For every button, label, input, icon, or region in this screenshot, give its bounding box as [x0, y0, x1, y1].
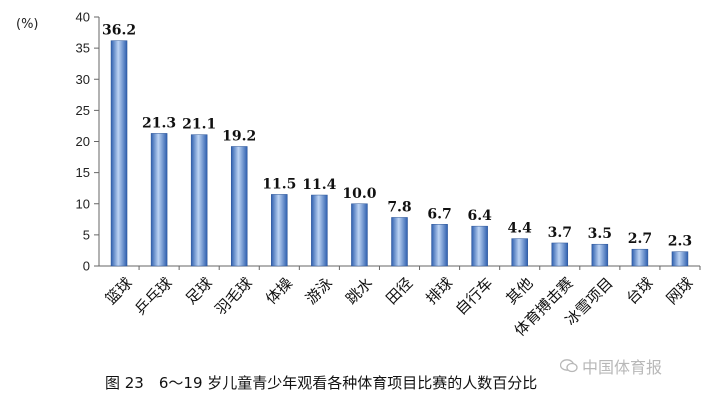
category-label: 网球 [663, 274, 697, 308]
bar [230, 146, 248, 267]
data-label: 3.7 [548, 225, 572, 241]
category-label: 足球 [182, 274, 216, 308]
category-label: 田径 [382, 274, 416, 308]
data-label: 11.5 [262, 176, 296, 192]
category-label: 跳水 [342, 274, 376, 308]
figure-caption: 图 23 6～19 岁儿童青少年观看各种体育项目比赛的人数百分比 [105, 374, 538, 392]
value-labels: 36.2 21.3 21.1 19.2 11.5 11.4 10.0 7.8 6.7 6.4 4.4… [102, 23, 692, 250]
y-tick-label: 15 [76, 165, 90, 180]
bar [631, 248, 649, 267]
data-label: 4.4 [508, 221, 533, 237]
bar [190, 134, 208, 267]
category-label: 篮球 [102, 274, 136, 308]
watermark-text: 中国体育报 [582, 358, 663, 377]
bar [150, 133, 168, 267]
y-tick-label: 20 [76, 134, 90, 149]
bar [110, 40, 128, 267]
category-label: 体操 [262, 274, 296, 308]
category-label: 乒乓球 [131, 274, 176, 319]
category-label: 排球 [422, 274, 456, 308]
bar [671, 251, 689, 267]
data-label: 7.8 [387, 199, 411, 215]
bar [591, 243, 609, 267]
y-tick-label: 40 [76, 10, 90, 25]
bar [391, 217, 408, 267]
category-label: 游泳 [302, 274, 336, 308]
data-label: 21.3 [142, 115, 176, 131]
data-label: 10.0 [342, 186, 376, 202]
y-tick-label: 0 [83, 259, 90, 274]
bars [110, 40, 689, 267]
bar [351, 203, 368, 267]
watermark: 中国体育报 [560, 354, 662, 378]
bar [551, 242, 569, 267]
wechat-icon [560, 359, 578, 373]
data-label: 19.2 [222, 128, 256, 144]
data-label: 6.7 [427, 206, 451, 222]
bar [271, 194, 288, 267]
bar [471, 225, 488, 267]
y-tick-label: 25 [76, 103, 90, 118]
data-label: 2.7 [628, 231, 652, 247]
data-label: 36.2 [102, 23, 136, 39]
y-ticks: 0 5 10 15 20 25 30 35 40 [76, 10, 99, 274]
data-label: 6.4 [467, 208, 492, 224]
category-label: 其他 [502, 274, 536, 308]
y-axis-unit-label: (%) [16, 17, 39, 32]
data-label: 21.1 [182, 117, 216, 133]
data-label: 11.4 [302, 177, 336, 193]
y-tick-label: 10 [76, 196, 90, 211]
category-label: 羽毛球 [211, 274, 256, 319]
data-label: 2.3 [668, 234, 692, 250]
bar [311, 194, 328, 267]
y-tick-label: 35 [76, 41, 90, 56]
category-label: 台球 [623, 274, 657, 308]
bar [431, 224, 448, 267]
y-tick-label: 30 [76, 72, 90, 87]
y-tick-label: 5 [83, 227, 90, 242]
bar [511, 238, 528, 267]
category-label: 自行车 [452, 274, 497, 319]
data-label: 3.5 [588, 226, 612, 242]
